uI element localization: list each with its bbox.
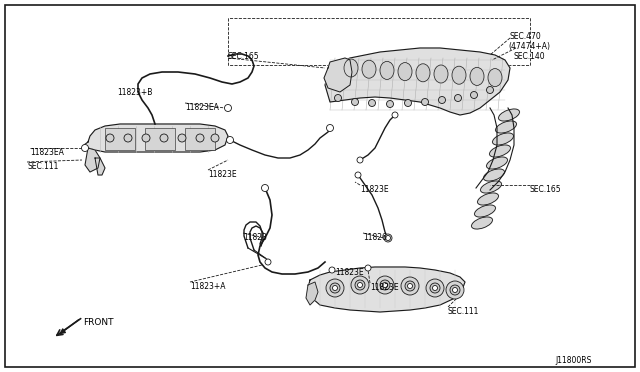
Circle shape xyxy=(355,172,361,178)
Circle shape xyxy=(106,134,114,142)
Polygon shape xyxy=(85,148,100,172)
Text: SEC.470: SEC.470 xyxy=(510,32,541,41)
Text: 11823+B: 11823+B xyxy=(117,88,152,97)
Circle shape xyxy=(426,279,444,297)
Text: 11823E: 11823E xyxy=(335,268,364,277)
Text: 11823EA: 11823EA xyxy=(30,148,64,157)
Circle shape xyxy=(422,99,429,106)
Circle shape xyxy=(265,259,271,265)
Text: SEC.111: SEC.111 xyxy=(27,162,58,171)
Ellipse shape xyxy=(481,181,502,193)
Circle shape xyxy=(124,134,132,142)
Ellipse shape xyxy=(452,66,466,84)
Ellipse shape xyxy=(488,68,502,87)
Circle shape xyxy=(408,283,413,289)
Circle shape xyxy=(330,283,340,293)
Circle shape xyxy=(196,134,204,142)
Circle shape xyxy=(383,282,387,288)
Circle shape xyxy=(358,282,362,288)
Circle shape xyxy=(225,105,232,112)
Text: 11823EA: 11823EA xyxy=(185,103,219,112)
Circle shape xyxy=(178,134,186,142)
Circle shape xyxy=(433,285,438,291)
Circle shape xyxy=(329,267,335,273)
Circle shape xyxy=(142,134,150,142)
Circle shape xyxy=(160,134,168,142)
Ellipse shape xyxy=(380,61,394,79)
Ellipse shape xyxy=(493,133,513,145)
Ellipse shape xyxy=(416,64,430,82)
Circle shape xyxy=(369,99,376,106)
Text: SEC.140: SEC.140 xyxy=(514,52,546,61)
Text: FRONT: FRONT xyxy=(83,318,113,327)
Circle shape xyxy=(376,276,394,294)
Text: 11823E: 11823E xyxy=(370,283,399,292)
Circle shape xyxy=(355,280,365,290)
Circle shape xyxy=(430,283,440,293)
Circle shape xyxy=(81,144,88,151)
Text: SEC.165: SEC.165 xyxy=(530,185,562,194)
Circle shape xyxy=(357,157,363,163)
Bar xyxy=(105,128,135,150)
Text: J11800RS: J11800RS xyxy=(555,356,591,365)
Circle shape xyxy=(385,235,390,241)
Circle shape xyxy=(333,285,337,291)
Circle shape xyxy=(380,280,390,290)
Circle shape xyxy=(335,94,342,102)
Text: SEC.165: SEC.165 xyxy=(228,52,260,61)
Circle shape xyxy=(384,234,392,242)
Polygon shape xyxy=(306,282,318,305)
Polygon shape xyxy=(324,58,352,92)
Circle shape xyxy=(450,285,460,295)
Ellipse shape xyxy=(344,59,358,77)
Circle shape xyxy=(351,276,369,294)
Text: SEC.111: SEC.111 xyxy=(448,307,479,316)
Circle shape xyxy=(401,277,419,295)
Circle shape xyxy=(438,96,445,103)
Text: 11823E: 11823E xyxy=(360,185,388,194)
Circle shape xyxy=(351,99,358,106)
Polygon shape xyxy=(84,124,228,152)
Text: (47474+A): (47474+A) xyxy=(508,42,550,51)
Ellipse shape xyxy=(470,67,484,86)
Circle shape xyxy=(392,112,398,118)
Circle shape xyxy=(211,134,219,142)
Ellipse shape xyxy=(495,121,516,133)
Circle shape xyxy=(227,137,234,144)
Bar xyxy=(145,128,175,150)
Circle shape xyxy=(404,99,412,106)
Circle shape xyxy=(365,265,371,271)
Ellipse shape xyxy=(398,62,412,81)
Ellipse shape xyxy=(362,60,376,78)
Polygon shape xyxy=(308,267,465,312)
Text: 11823E: 11823E xyxy=(208,170,237,179)
Polygon shape xyxy=(95,158,105,175)
Ellipse shape xyxy=(486,157,508,169)
Circle shape xyxy=(326,125,333,131)
Circle shape xyxy=(452,288,458,292)
Text: 11823+A: 11823+A xyxy=(190,282,225,291)
Ellipse shape xyxy=(484,169,504,181)
Ellipse shape xyxy=(490,145,511,157)
Polygon shape xyxy=(325,48,510,115)
Text: 11823: 11823 xyxy=(243,233,267,242)
Bar xyxy=(185,128,215,150)
Ellipse shape xyxy=(474,205,495,217)
Circle shape xyxy=(446,281,464,299)
Circle shape xyxy=(387,100,394,108)
Circle shape xyxy=(326,279,344,297)
Circle shape xyxy=(405,281,415,291)
Ellipse shape xyxy=(477,193,499,205)
Ellipse shape xyxy=(472,217,492,229)
Circle shape xyxy=(262,185,269,192)
Ellipse shape xyxy=(499,109,520,121)
Text: 11826: 11826 xyxy=(363,233,387,242)
Ellipse shape xyxy=(434,65,448,83)
Circle shape xyxy=(470,92,477,99)
Circle shape xyxy=(454,94,461,102)
Circle shape xyxy=(486,87,493,93)
